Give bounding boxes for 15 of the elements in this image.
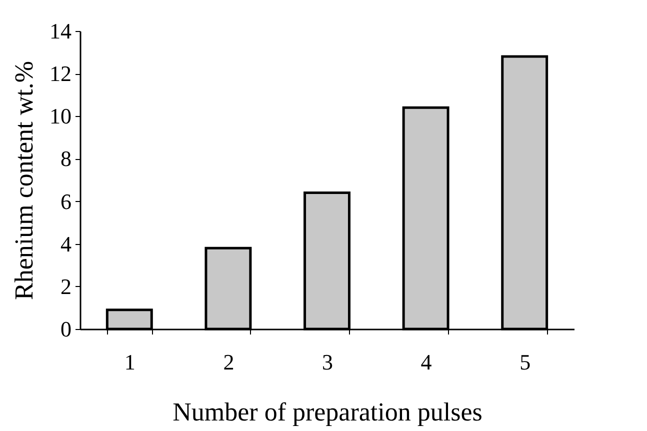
x-axis-title: Number of preparation pulses <box>172 398 482 426</box>
x-tick-label: 5 <box>520 350 531 374</box>
y-tick-label: 2 <box>60 274 72 299</box>
x-tick-label: 2 <box>223 350 234 374</box>
x-tick-label: 4 <box>420 350 432 374</box>
y-axis-title: Rhenium content wt.% <box>10 60 38 300</box>
y-tick-label: 8 <box>60 146 72 172</box>
y-tick-label: 6 <box>60 188 72 214</box>
y-tick-label: 12 <box>50 61 72 86</box>
y-tick-label: 0 <box>60 316 72 342</box>
x-tick-label: 3 <box>322 350 333 374</box>
y-tick-label: 10 <box>50 104 72 129</box>
x-tick-label: 1 <box>124 350 136 374</box>
y-tick-label: 4 <box>60 231 72 256</box>
y-tick-label: 14 <box>50 18 72 44</box>
